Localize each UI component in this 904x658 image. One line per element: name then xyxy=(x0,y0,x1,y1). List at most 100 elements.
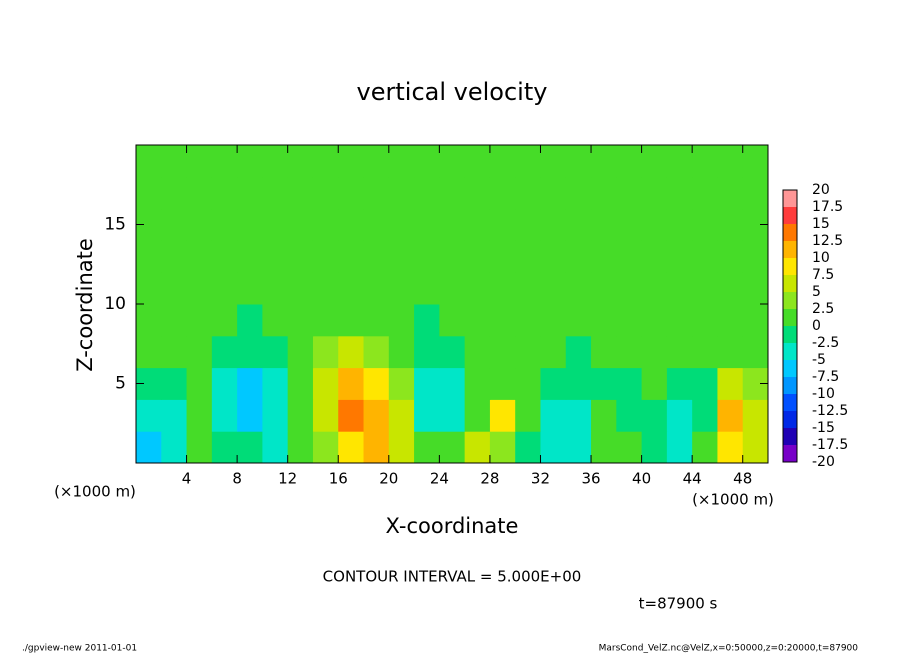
heat-cell xyxy=(717,431,744,464)
colorbar-label: 0 xyxy=(812,318,821,334)
y-tick-label: 10 xyxy=(104,294,126,314)
heat-cell xyxy=(338,304,365,337)
colorbar-bin xyxy=(783,241,797,258)
heat-cell xyxy=(414,272,440,305)
heat-cell xyxy=(237,367,263,400)
heat-cell xyxy=(363,240,390,273)
heat-cell xyxy=(388,335,415,369)
y-tick-label: 5 xyxy=(115,374,126,394)
heat-cell xyxy=(641,399,668,432)
heat-cell xyxy=(717,176,744,210)
heat-cell xyxy=(666,399,693,432)
colorbar-frame xyxy=(782,189,798,463)
heat-cell xyxy=(338,399,365,432)
colorbar-label: -10 xyxy=(812,386,835,402)
heat-cell xyxy=(464,272,491,305)
heat-cell xyxy=(161,431,188,464)
heat-cell xyxy=(161,367,188,400)
heat-cell xyxy=(414,304,440,337)
heat-cell xyxy=(666,145,693,178)
heat-cell xyxy=(464,240,491,273)
heat-cell xyxy=(287,367,314,400)
heat-cell xyxy=(186,176,213,210)
heat-cell xyxy=(414,399,440,432)
heat-cell xyxy=(363,335,390,369)
heat-cell xyxy=(515,272,541,305)
heat-cell xyxy=(136,240,162,273)
footer-right: MarsCond_VelZ.nc@VelZ,x=0:50000,z=0:2000… xyxy=(599,644,859,654)
colorbar-label: 12.5 xyxy=(812,233,843,249)
colorbar-bin xyxy=(783,360,797,377)
heat-cell xyxy=(540,431,567,464)
heat-cell xyxy=(388,240,415,273)
heat-cell xyxy=(666,272,693,305)
heat-cell xyxy=(312,335,339,369)
heat-cell xyxy=(666,240,693,273)
heat-cell xyxy=(237,240,263,273)
heat-cell xyxy=(211,176,238,210)
heat-cell xyxy=(515,208,541,241)
colorbar-bin xyxy=(783,377,797,394)
heat-cell xyxy=(742,145,769,178)
heat-cell xyxy=(692,431,718,464)
colorbar-label: 15 xyxy=(812,216,830,232)
heat-cell xyxy=(312,431,339,464)
heat-cell xyxy=(161,272,188,305)
colorbar-bin xyxy=(783,258,797,275)
heat-cell xyxy=(363,399,390,432)
heat-cell xyxy=(312,399,339,432)
heat-cell xyxy=(388,176,415,210)
heat-cell xyxy=(262,367,289,400)
heat-cell xyxy=(666,304,693,337)
heat-cell xyxy=(287,335,314,369)
x-tick-label: 36 xyxy=(581,470,600,488)
heat-cell xyxy=(717,399,744,432)
heat-cell xyxy=(464,145,491,178)
heat-cell xyxy=(540,176,567,210)
heat-cell xyxy=(666,367,693,400)
heat-cell xyxy=(312,304,339,337)
heat-cell xyxy=(565,208,592,241)
heat-cell xyxy=(287,399,314,432)
heat-cell xyxy=(186,304,213,337)
heat-cell xyxy=(136,145,162,178)
heat-cell xyxy=(287,272,314,305)
colorbar-label: 7.5 xyxy=(812,267,834,283)
heat-cell xyxy=(363,431,390,464)
heat-cell xyxy=(641,304,668,337)
heat-cell xyxy=(388,431,415,464)
heat-cell xyxy=(616,145,643,178)
heat-cell xyxy=(540,367,567,400)
heat-cell xyxy=(616,176,643,210)
heat-cell xyxy=(565,399,592,432)
heat-cell xyxy=(565,304,592,337)
heat-cell xyxy=(515,176,541,210)
heat-cell xyxy=(186,145,213,178)
colorbar-bin xyxy=(783,411,797,428)
heat-cell xyxy=(312,176,339,210)
heat-cell xyxy=(692,240,718,273)
heat-cell xyxy=(136,176,162,210)
heat-cell xyxy=(515,431,541,464)
heat-cell xyxy=(186,272,213,305)
heat-cell xyxy=(186,431,213,464)
heat-cell xyxy=(211,208,238,241)
colorbar-label: 5 xyxy=(812,284,821,300)
heat-cell xyxy=(161,176,188,210)
colorbar-bin xyxy=(783,292,797,309)
colorbar-bin xyxy=(783,326,797,343)
heat-cell xyxy=(161,335,188,369)
heat-cell xyxy=(136,399,162,432)
heat-cell xyxy=(692,208,718,241)
heat-cell xyxy=(666,208,693,241)
heat-cell xyxy=(742,240,769,273)
heat-cell xyxy=(616,335,643,369)
heat-cell xyxy=(211,304,238,337)
heat-cell xyxy=(565,367,592,400)
heat-cell xyxy=(237,304,263,337)
heat-cell xyxy=(616,208,643,241)
x-tick-label: 48 xyxy=(733,470,752,488)
heat-cell xyxy=(312,367,339,400)
heat-cell xyxy=(161,240,188,273)
